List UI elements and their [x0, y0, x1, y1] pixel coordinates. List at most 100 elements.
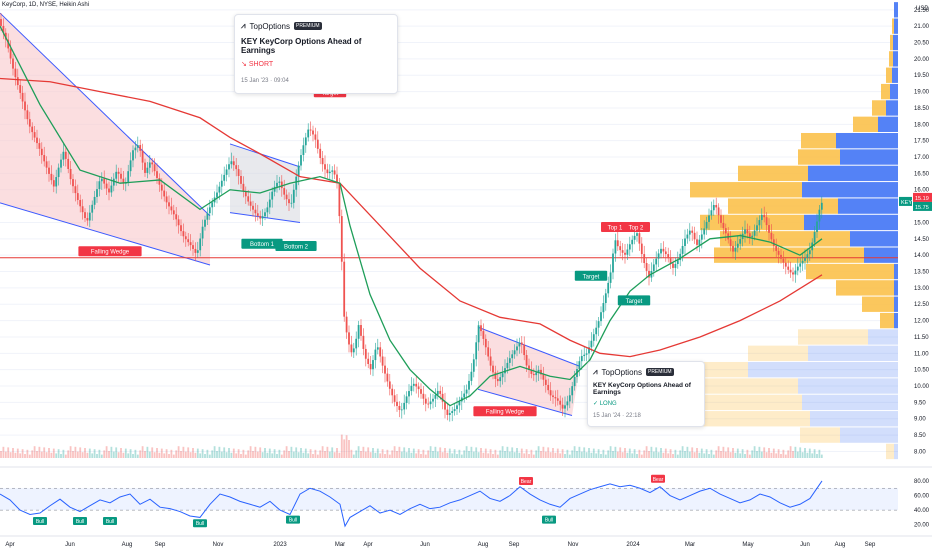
candle-body	[381, 356, 384, 366]
volume-bar	[216, 451, 218, 458]
candle-body	[604, 293, 607, 304]
candle-body	[312, 130, 314, 135]
candle-body	[525, 355, 528, 366]
candle-body	[88, 212, 91, 221]
volume-bar	[172, 454, 175, 458]
volume-bar	[607, 450, 610, 458]
volume-bar	[84, 448, 86, 458]
volume-profile	[598, 2, 898, 460]
candle-body	[696, 239, 698, 245]
volume-bar	[770, 452, 773, 458]
volume-bar	[429, 446, 432, 458]
candle-body	[408, 391, 410, 397]
news-card-long[interactable]: ⩘ TopOptions PREMIUM KEY KeyCorp Options…	[587, 361, 705, 427]
candle-body	[31, 126, 34, 133]
profile-bar-up	[836, 280, 894, 296]
news-title[interactable]: KEY KeyCorp Options Ahead of Earnings	[241, 37, 362, 55]
price-tick-label: 10.00	[914, 384, 930, 390]
candle-body	[801, 260, 804, 264]
candle-body	[196, 250, 199, 253]
volume-bar	[813, 449, 816, 458]
candle-body	[595, 327, 598, 335]
candle-body	[429, 401, 432, 405]
time-tick-label: Apr	[5, 542, 14, 548]
volume-bar	[729, 452, 732, 458]
candle-body	[652, 264, 655, 271]
candle-body	[446, 409, 449, 415]
candle-body	[494, 372, 497, 379]
volume-bar	[566, 449, 569, 458]
volume-bar	[672, 454, 674, 458]
volume-bar	[640, 454, 643, 458]
volume-bar	[69, 446, 72, 458]
volume-bar	[60, 454, 62, 458]
volume-bar	[559, 453, 562, 458]
profile-bar-up	[862, 296, 894, 312]
volume-bar	[352, 454, 355, 458]
volume-bar	[355, 450, 358, 458]
news-title[interactable]: KEY KeyCorp Options Ahead of Earnings	[593, 382, 691, 396]
candle-body	[240, 176, 242, 184]
candle-body	[734, 247, 737, 252]
price-tick-label: 21.00	[914, 24, 930, 30]
volume-bar	[712, 454, 715, 458]
candle-body	[45, 161, 48, 168]
volume-bar	[292, 451, 295, 458]
volume-bar	[463, 450, 466, 458]
volume-bar	[470, 446, 473, 458]
candle-body	[280, 181, 283, 189]
volume-bar	[333, 452, 336, 458]
price-axis: 21.50 21.00 20.50 20.00 19.50 19.00 18.50 18.00…	[898, 0, 932, 470]
volume-bar	[506, 446, 509, 458]
candle-body	[571, 386, 574, 396]
candle-body	[187, 239, 190, 243]
volume-bar	[441, 452, 444, 458]
candle-body	[204, 219, 206, 227]
price-tick-label: 21.50	[914, 8, 930, 14]
volume-bar	[254, 446, 257, 458]
volume-bar	[648, 451, 650, 458]
price-tick-label: 11.50	[914, 335, 929, 341]
profile-bar-down	[810, 411, 898, 427]
candle-body	[26, 110, 29, 120]
candle-body	[592, 334, 595, 341]
volume-bar	[799, 447, 802, 458]
profile-bar-down	[894, 312, 898, 329]
candle-body	[67, 158, 70, 169]
candle-body	[60, 159, 62, 168]
rsi-tick-label: 20.00	[914, 523, 930, 529]
candle-body	[532, 373, 535, 376]
volume-bar	[436, 451, 439, 458]
news-timestamp: 15 Jan '23 · 09:04	[241, 78, 289, 84]
pattern-label: Target	[583, 274, 600, 280]
candle-body	[376, 347, 379, 350]
candle-body	[336, 174, 338, 183]
candle-body	[518, 342, 521, 347]
candle-body	[105, 183, 108, 189]
candle-body	[367, 358, 370, 365]
candle-body	[117, 171, 120, 174]
volume-bar	[100, 454, 103, 458]
volume-bar	[249, 446, 252, 458]
pattern-label: Falling Wedge	[486, 410, 525, 416]
pattern-label-bg	[78, 246, 142, 257]
candle-body	[489, 356, 492, 366]
volume-bar	[628, 448, 631, 458]
volume-bar	[456, 454, 458, 458]
ma-short-line	[0, 25, 823, 407]
volume-bar	[398, 446, 401, 458]
volume-bar	[540, 451, 542, 458]
candle-body	[384, 365, 386, 374]
candle-body	[93, 196, 96, 205]
volume-bar	[453, 449, 456, 458]
volume-bar	[532, 454, 535, 458]
candle-body	[513, 350, 516, 355]
candle-body	[566, 401, 569, 406]
candle-body	[732, 245, 734, 252]
candle-body	[784, 262, 787, 267]
candle-body	[633, 235, 636, 240]
volume-bar	[278, 449, 281, 458]
volume-bar	[196, 448, 199, 458]
news-card-short[interactable]: ⩘ TopOptions PREMIUM KEY KeyCorp Options…	[234, 14, 398, 94]
